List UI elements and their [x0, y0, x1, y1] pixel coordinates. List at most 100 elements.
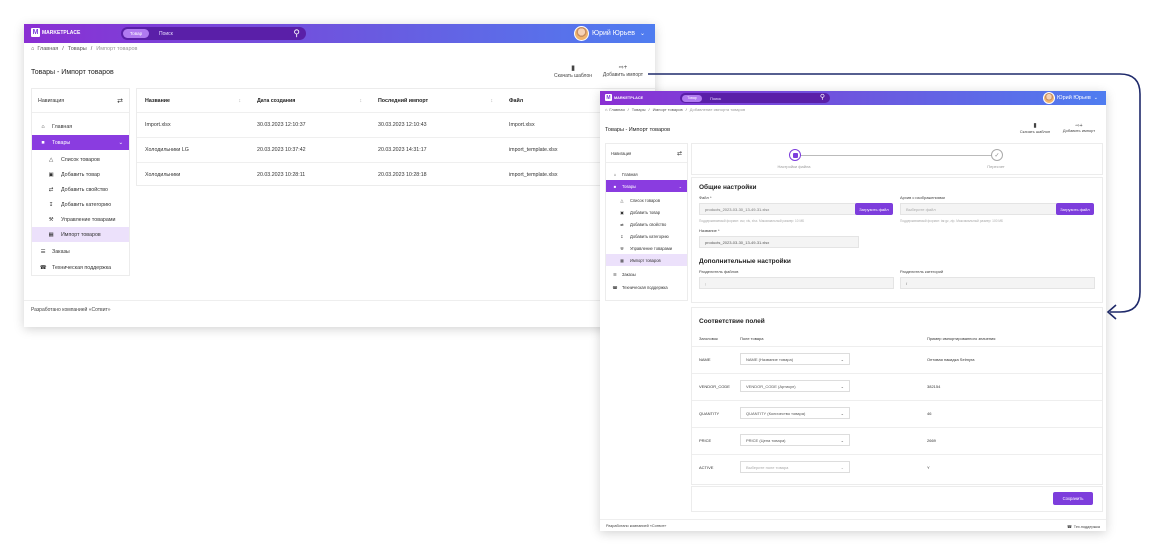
file-field[interactable]: products_2023-03-30_13-49-31.xlsx [699, 203, 859, 215]
sidebar-item-label: Добавить свойство [61, 186, 108, 193]
user-name: Юрий Юрьев [592, 30, 635, 37]
breadcrumb-home[interactable]: Главная [37, 46, 59, 52]
breadcrumb-products[interactable]: Товары [631, 107, 646, 112]
search-scope-button[interactable]: Товар [123, 29, 149, 38]
sidebar-item-label: Заказы [622, 272, 636, 277]
upload-file-button[interactable]: Загрузить файл [855, 203, 893, 215]
field-select[interactable]: QUANTITY (Количество товара) ⌄ [740, 407, 850, 419]
logo-text: MARKETPLACE [614, 95, 644, 100]
cell-last-import: 20.03.2023 14:31:17 [378, 147, 427, 153]
chevron-down-icon: ⌄ [118, 139, 123, 146]
sidebar-item-add-category[interactable]: ↧ Добавить категорию [32, 197, 129, 212]
column-created[interactable]: Дата создания ↕ [249, 98, 370, 104]
mapping-example-cell: 46 [927, 411, 932, 416]
user-menu[interactable]: Юрий Юрьев ⌄ [574, 26, 645, 41]
column-label: Дата создания [257, 97, 296, 104]
field-select[interactable]: NAME (Название товара) ⌄ [740, 353, 850, 365]
breadcrumb-import[interactable]: Импорт товаров [652, 107, 683, 112]
sidebar-item-product-list[interactable]: △ Список товаров [32, 152, 129, 167]
download-template-button[interactable]: ▮ Скачать шаблон [1014, 123, 1056, 135]
search-scope-button[interactable]: Товар [682, 94, 702, 102]
upload-archive-button[interactable]: Загрузить файл [1056, 203, 1094, 215]
logo[interactable]: M MARKETPLACE [605, 94, 643, 101]
search-input[interactable] [708, 94, 807, 102]
field-separator-label: Разделитель файлов [699, 269, 739, 274]
mapping-example-cell: Оптовая накидка Selmyra [927, 357, 975, 362]
sidebar-item-import-products[interactable]: ▦ Импорт товаров [606, 254, 687, 266]
field-mapping-card: Соответствие полей Заголовок Поле товара… [691, 307, 1103, 485]
sidebar-item-add-category[interactable]: ↧ Добавить категорию [606, 230, 687, 242]
step-1-icon[interactable] [789, 149, 801, 161]
logo[interactable]: M MARKETPLACE [31, 28, 80, 37]
column-name[interactable]: Название ↕ [137, 98, 249, 104]
sidebar-item-manage-products[interactable]: ⚒ Управление товарами [606, 242, 687, 254]
navigation-header: Навигация ⇄ [606, 144, 687, 163]
field-select-value: Выберите поле товара [746, 464, 789, 470]
sidebar-item-import-products[interactable]: ▦ Импорт товаров [32, 227, 129, 242]
swap-icon[interactable]: ⇄ [676, 150, 682, 157]
sidebar-item-home[interactable]: ⌂ Главная [606, 168, 687, 180]
cell-file[interactable]: Import.xlsx [509, 122, 535, 128]
search-icon[interactable]: ⚲ [819, 94, 825, 101]
archive-field[interactable]: Выберите файл [900, 203, 1060, 215]
category-separator-input[interactable]: / [900, 277, 1095, 289]
cell-file[interactable]: import_template.xlsx [509, 147, 558, 153]
mapping-col-header: Заголовок [699, 336, 718, 341]
search-icon[interactable]: ⚲ [293, 28, 300, 38]
add-import-button[interactable]: ⇨+ Добавить импорт [1057, 123, 1101, 134]
column-file[interactable]: Файл [509, 97, 524, 104]
sidebar-item-home[interactable]: ⌂ Главная [32, 119, 129, 135]
download-template-button[interactable]: ▮ Скачать шаблон [549, 65, 597, 79]
save-button[interactable]: Сохранить [1053, 492, 1093, 505]
column-last-import[interactable]: Последний импорт ↕ [370, 98, 501, 104]
search-input[interactable] [157, 29, 281, 38]
breadcrumb-separator: / [685, 107, 687, 112]
add-import-button[interactable]: ⇨+ Добавить импорт [598, 65, 648, 78]
add-import-label: Добавить импорт [602, 72, 644, 79]
sidebar-item-support[interactable]: ☎ Техническая поддержка [32, 260, 129, 276]
cell-file[interactable]: import_template.xlsx [509, 172, 558, 178]
box-icon: ■ [613, 183, 617, 189]
flow-arrow [648, 73, 1141, 320]
sidebar-item-orders[interactable]: ☰ Заказы [606, 268, 687, 281]
sidebar-item-products[interactable]: ■ Товары ⌄ [606, 180, 687, 192]
sidebar-item-label: Товары [52, 139, 71, 146]
sidebar-item-add-property[interactable]: ⇄ Добавить свойство [606, 218, 687, 230]
home-icon: ⌂ [605, 107, 608, 112]
wrench-icon: ⚒ [48, 216, 54, 223]
sidebar-item-product-list[interactable]: △ Список товаров [606, 194, 687, 206]
footer-support-link[interactable]: ☎ Тех.поддержка [1067, 524, 1100, 529]
check-icon[interactable]: ✓ [991, 149, 1003, 161]
field-separator-input[interactable]: ; [699, 277, 894, 289]
sidebar-item-orders[interactable]: ☰ Заказы [32, 244, 129, 260]
breadcrumb-products[interactable]: Товары [67, 46, 87, 52]
column-label: Название [145, 97, 171, 104]
category-separator-label: Разделитель категорий [900, 269, 944, 274]
mapping-header-cell: VENDOR_CODE [699, 384, 730, 389]
cell-created: 30.03.2023 12:10:37 [257, 122, 306, 128]
swap-icon[interactable]: ⇄ [117, 97, 123, 105]
table-row[interactable]: Import.xlsx 30.03.2023 12:10:37 30.03.20… [137, 113, 655, 138]
table-row[interactable]: Холодильники LG 20.03.2023 10:37:42 20.0… [137, 138, 655, 163]
field-select[interactable]: Выберите поле товара ⌄ [740, 461, 850, 473]
cart-icon: ☰ [613, 272, 617, 277]
sidebar-item-label: Техническая поддержка [622, 285, 668, 290]
mapping-header-cell: NAME [699, 357, 711, 362]
sidebar-item-add-property[interactable]: ⇄ Добавить свойство [32, 182, 129, 197]
name-field[interactable]: products_2023-03-30_13-49-31.xlsx [699, 236, 859, 248]
field-select[interactable]: VENDOR_CODE (Артикул) ⌄ [740, 380, 850, 392]
table-row[interactable]: Холодильники 20.03.2023 10:28:11 20.03.2… [137, 163, 655, 187]
sidebar-item-products[interactable]: ■ Товары ⌄ [32, 135, 129, 150]
sidebar-item-support[interactable]: ☎ Техническая поддержка [606, 281, 687, 294]
sidebar-item-add-product[interactable]: ▣ Добавить товар [32, 167, 129, 182]
field-select[interactable]: PRICE (Цена товара) ⌄ [740, 434, 850, 446]
chevron-down-icon: ⌄ [639, 31, 645, 37]
sidebar-item-manage-products[interactable]: ⚒ Управление товарами [32, 212, 129, 227]
sidebar-item-label: Добавить товар [61, 171, 100, 178]
support-label: Тех.поддержка [1073, 524, 1100, 529]
user-menu[interactable]: Юрий Юрьев ⌄ [1043, 92, 1098, 104]
breadcrumb-home[interactable]: Главная [609, 107, 625, 112]
sort-icon: ↕ [238, 97, 241, 104]
search-bar: Товар ⚲ [121, 27, 306, 40]
sidebar-item-add-product[interactable]: ▣ Добавить товар [606, 206, 687, 218]
